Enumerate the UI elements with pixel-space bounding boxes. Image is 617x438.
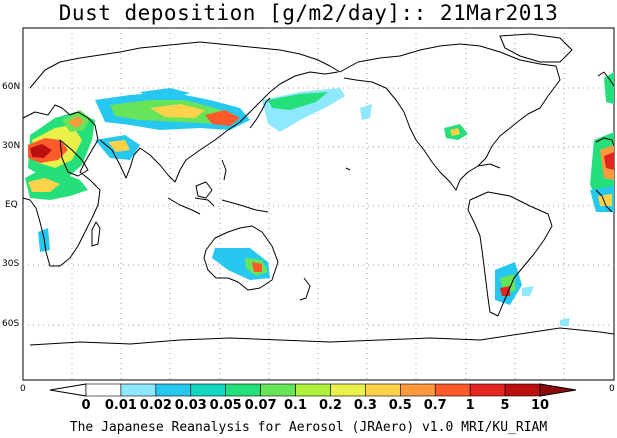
colorbar-arrow-low xyxy=(49,383,87,397)
lat-label-eq: EQ xyxy=(5,200,18,210)
colorbar-box xyxy=(365,383,401,397)
colorbar-label: 0.7 xyxy=(423,398,447,413)
colorbar xyxy=(49,383,577,397)
dust-east-pacific xyxy=(360,104,372,120)
coast-indonesia xyxy=(167,197,269,215)
dust-north-america-core xyxy=(450,128,460,136)
colorbar-label: 0 xyxy=(81,398,91,413)
coast-eurasia-north xyxy=(29,41,341,89)
dust-west-africa-east-red xyxy=(604,152,614,170)
colorbar-box xyxy=(260,383,296,397)
lat-label-60s: 60S xyxy=(2,319,20,329)
colorbar-label: 0.05 xyxy=(209,398,242,413)
dust-atlantic-right-core xyxy=(598,194,612,206)
coast-africa-right xyxy=(595,137,615,213)
colorbar-box xyxy=(434,383,471,397)
footer-credit: The Japanese Reanalysis for Aerosol (JRA… xyxy=(69,420,548,435)
colorbar-label: 0.1 xyxy=(284,398,308,413)
colorbar-label: 0.01 xyxy=(104,398,137,413)
dust-china-core xyxy=(205,110,240,126)
colorbar-label: 0.03 xyxy=(174,398,207,413)
coast-greenland xyxy=(499,33,573,63)
colorbar-box xyxy=(155,383,192,397)
colorbar-box xyxy=(295,383,331,397)
coast-europe-right xyxy=(597,71,615,87)
colorbar-label: 5 xyxy=(500,398,510,413)
coast-north-america xyxy=(339,43,561,191)
colorbar-box xyxy=(85,383,122,397)
dust-sahara-west-core xyxy=(28,178,60,192)
colorbar-box xyxy=(190,383,226,397)
coast-australia xyxy=(203,225,279,291)
dust-mongolia xyxy=(140,88,190,98)
colorbar-box xyxy=(120,383,157,397)
coast-borneo xyxy=(195,181,213,199)
colorbar-label: 0.5 xyxy=(388,398,412,413)
colorbar-label: 0.3 xyxy=(353,398,377,413)
coast-africa-west xyxy=(22,104,101,267)
colorbar-label: 0.07 xyxy=(244,398,277,413)
lat-label-30s: 30S xyxy=(2,259,20,269)
dust-field xyxy=(25,72,614,326)
colorbar-box xyxy=(469,383,506,397)
dust-southern-ocean-bit xyxy=(560,318,570,326)
coastlines xyxy=(22,33,615,346)
coast-se-asia xyxy=(139,71,339,183)
coast-hawaii xyxy=(345,167,351,171)
dust-australia-core xyxy=(252,262,262,272)
colorbar-label: 0.02 xyxy=(139,398,172,413)
coast-cuba xyxy=(477,163,501,169)
dust-india-core xyxy=(108,140,130,152)
coast-india xyxy=(99,139,141,179)
colorbar-label: 0.2 xyxy=(318,398,342,413)
colorbar-box xyxy=(504,383,541,397)
coast-philippines xyxy=(221,159,227,181)
dust-south-atlantic xyxy=(522,286,534,296)
colorbar-label: 10 xyxy=(530,398,550,413)
colorbar-box xyxy=(400,383,436,397)
graticule xyxy=(23,28,614,380)
lat-label-60n: 60N xyxy=(2,82,21,92)
dust-central-asia-high xyxy=(150,104,205,118)
coast-japan xyxy=(249,97,271,129)
colorbar-box xyxy=(330,383,366,397)
colorbar-arrow-high xyxy=(539,383,577,397)
coast-antarctica xyxy=(29,327,615,346)
coast-new-zealand xyxy=(299,277,311,301)
colorbar-label: 1 xyxy=(465,398,475,413)
dust-pacific-plume-mid xyxy=(268,92,328,110)
colorbar-box xyxy=(225,383,261,397)
map-title: Dust deposition [g/m2/day]:: 21Mar2013 xyxy=(58,1,559,25)
axis-zero-left: 0 xyxy=(20,384,26,394)
dust-arabia-core xyxy=(30,144,52,158)
lat-label-30n: 30N xyxy=(2,141,21,151)
coast-arabia xyxy=(59,139,89,177)
coast-madagascar xyxy=(91,221,101,247)
coast-south-america xyxy=(467,191,553,317)
axis-zero-right: 0 xyxy=(609,384,615,394)
dust-iran-core xyxy=(68,116,84,128)
dust-iberia-right xyxy=(604,72,614,104)
